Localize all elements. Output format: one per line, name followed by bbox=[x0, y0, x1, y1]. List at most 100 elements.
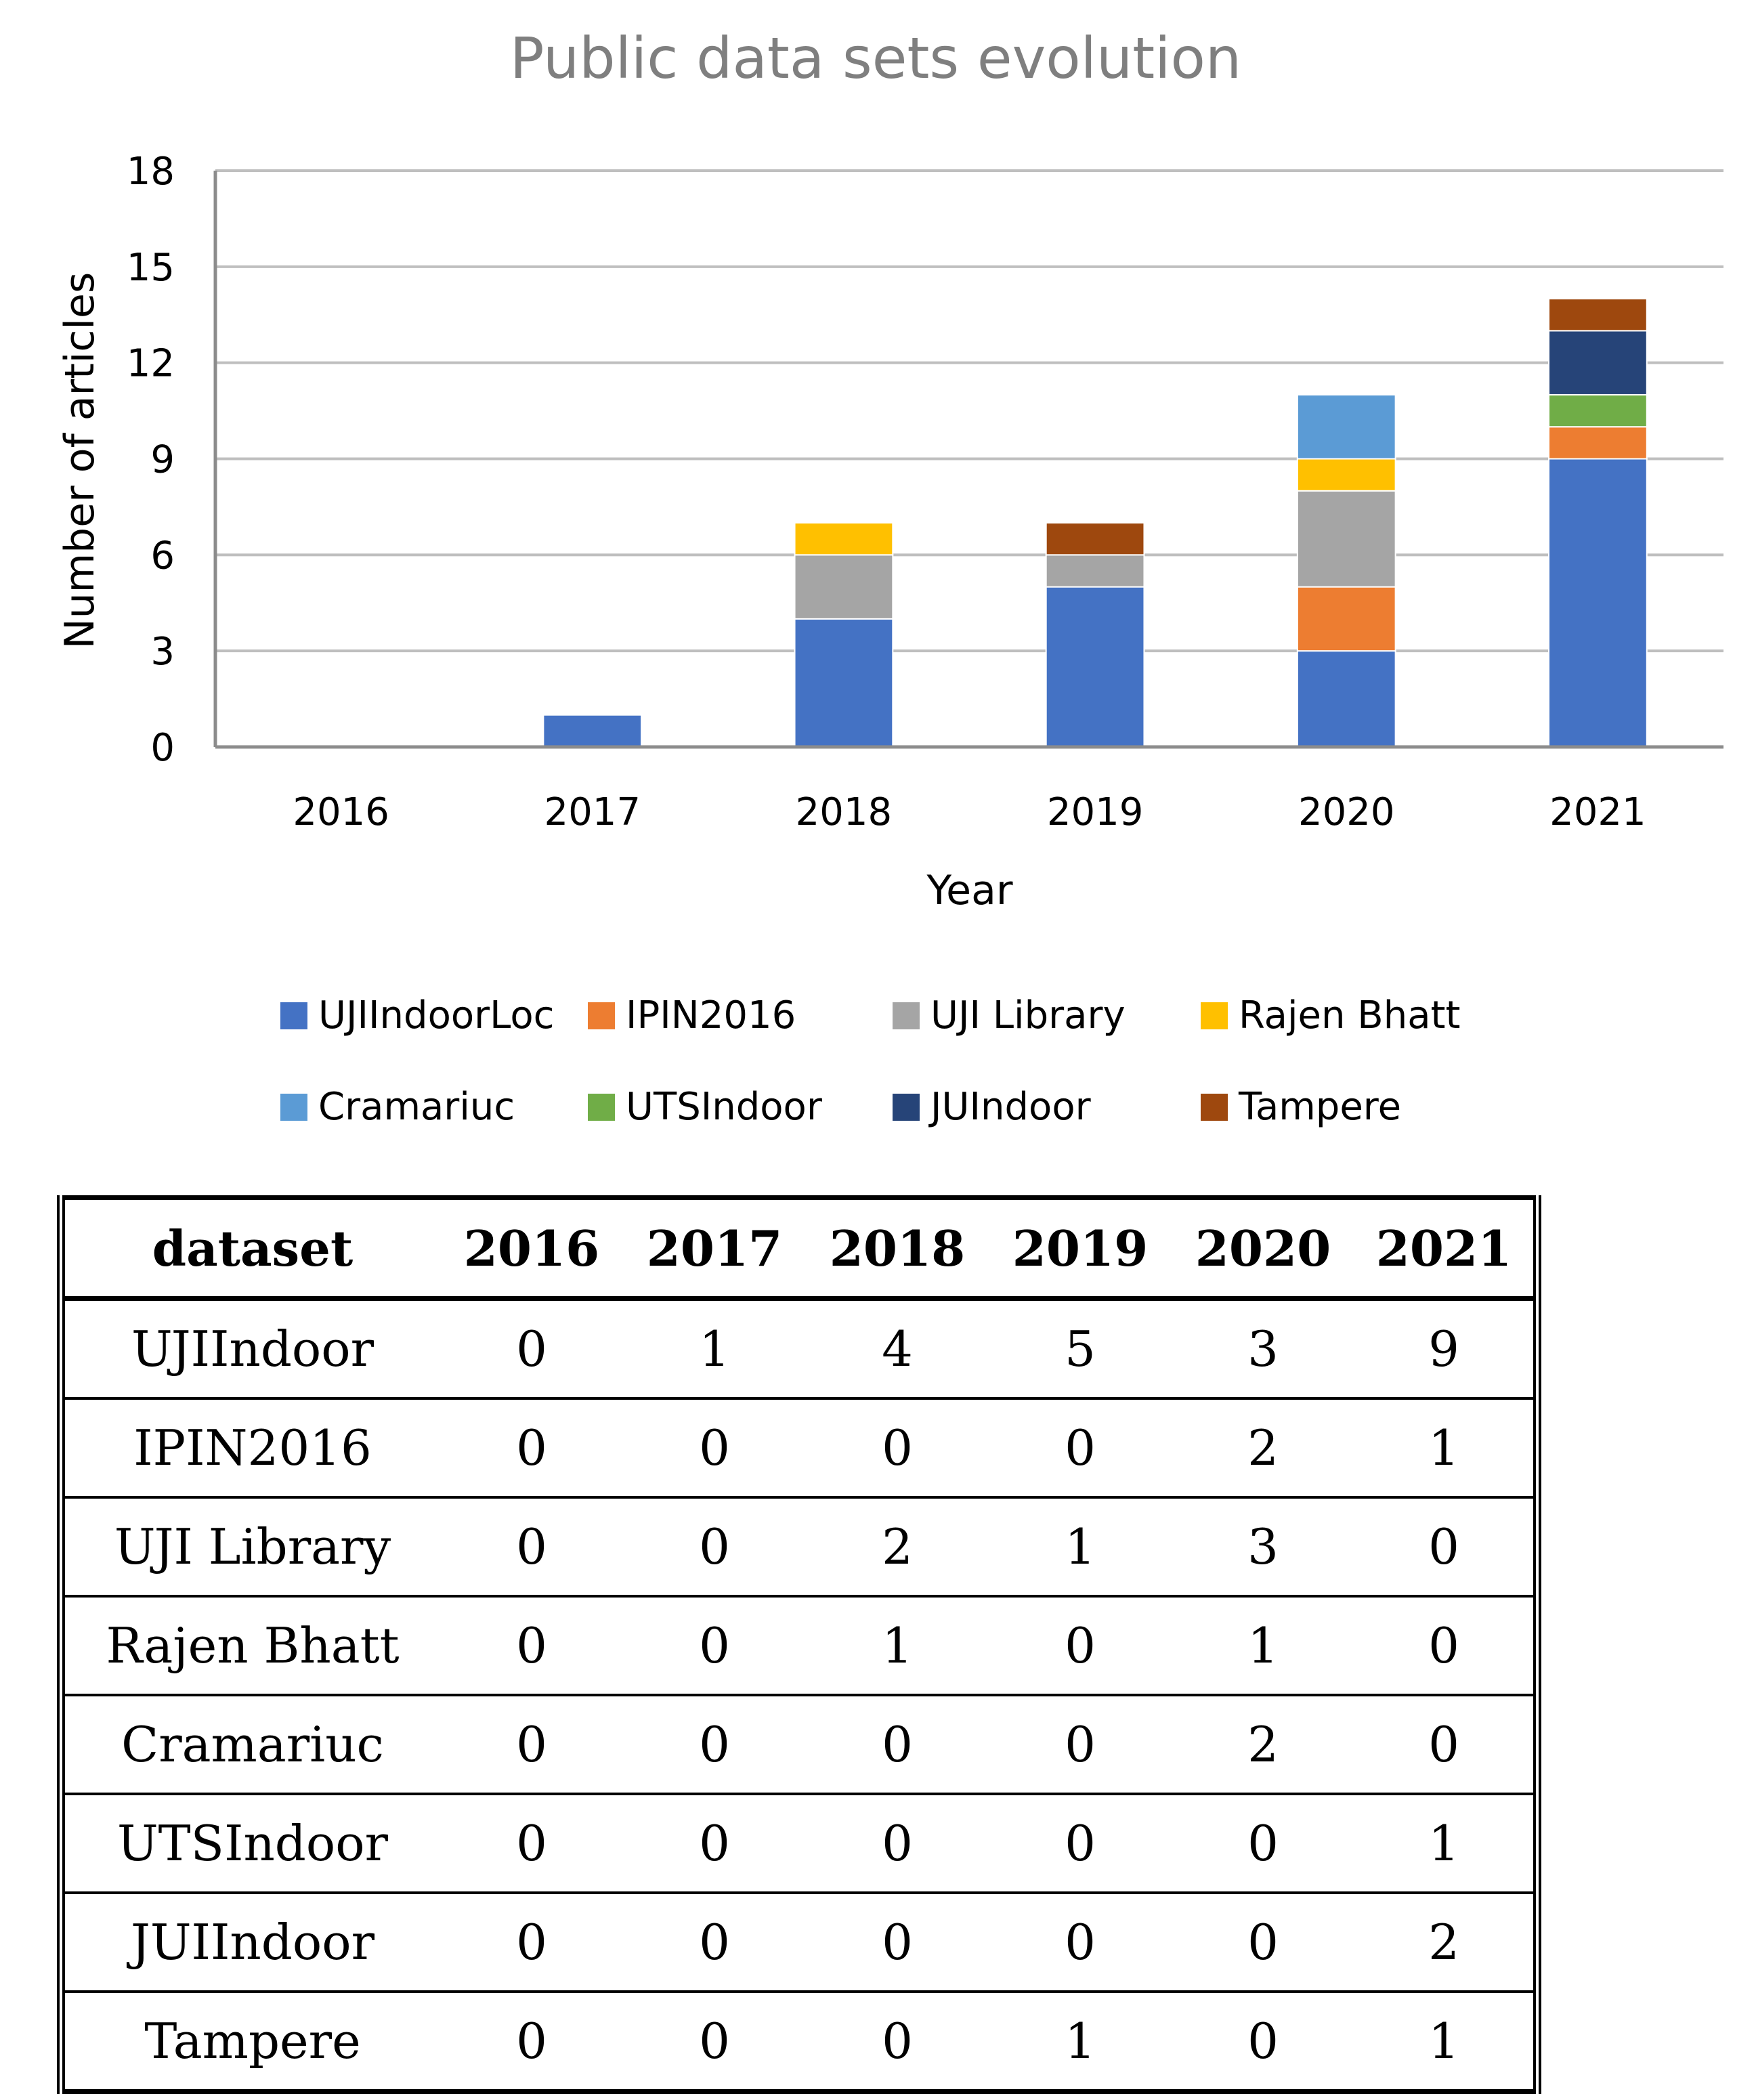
data-table-container: dataset 2016 2017 2018 2019 2020 2021 UJ… bbox=[57, 1195, 1541, 2094]
table-row: Rajen Bhatt 0 0 1 0 1 0 bbox=[57, 1596, 1541, 1695]
chart-title: Public data sets evolution bbox=[510, 25, 1241, 91]
count-cell: 3 bbox=[1247, 1518, 1279, 1575]
count-cell: 0 bbox=[699, 2013, 730, 2070]
data-table: dataset 2016 2017 2018 2019 2020 2021 UJ… bbox=[57, 1195, 1541, 2094]
legend-swatch bbox=[588, 1002, 615, 1029]
bar-segment bbox=[1548, 393, 1648, 428]
count-cell: 1 bbox=[1065, 1518, 1096, 1575]
stacked-bar-chart: Public data sets evolution 0 3 6 9 12 15 18 201… bbox=[56, 25, 1723, 1129]
x-axis-title: Year bbox=[926, 867, 1012, 914]
count-cell: 0 bbox=[516, 1518, 547, 1575]
bar-segment bbox=[794, 522, 894, 556]
y-tick-label: 3 bbox=[150, 630, 175, 674]
count-cell: 0 bbox=[516, 1617, 547, 1674]
header-2021: 2021 bbox=[1354, 1197, 1541, 1299]
y-tick-label: 18 bbox=[127, 150, 175, 194]
count-cell: 0 bbox=[1065, 1617, 1096, 1674]
table-row: JUIIndoor 0 0 0 0 0 2 bbox=[57, 1893, 1541, 1992]
table-row: UTSIndoor 0 0 0 0 0 1 bbox=[57, 1794, 1541, 1893]
bar-segment bbox=[1548, 330, 1648, 395]
header-dataset: dataset bbox=[57, 1197, 440, 1299]
count-cell: 0 bbox=[882, 1419, 913, 1476]
count-cell: 0 bbox=[1247, 1815, 1279, 1872]
x-tick-label: 2017 bbox=[544, 790, 641, 834]
count-cell: 0 bbox=[1065, 1716, 1096, 1773]
count-cell: 0 bbox=[882, 1914, 913, 1971]
count-cell: 2 bbox=[1247, 1419, 1279, 1476]
legend-label: Cramariuc bbox=[318, 1085, 515, 1129]
legend-label: Rajen Bhatt bbox=[1239, 993, 1460, 1037]
count-cell: 0 bbox=[1354, 1695, 1541, 1794]
bar-segment bbox=[1548, 298, 1648, 332]
legend-swatch bbox=[588, 1094, 615, 1121]
legend-swatch bbox=[893, 1002, 920, 1029]
legend: UJIIndoorLoc IPIN2016 UJI Library Rajen Bha… bbox=[280, 993, 1460, 1129]
count-cell: 3 bbox=[1247, 1321, 1279, 1377]
bar-segment bbox=[1296, 458, 1396, 492]
count-cell: 9 bbox=[1354, 1298, 1541, 1398]
count-cell: 0 bbox=[1065, 1914, 1096, 1971]
count-cell: 2 bbox=[1247, 1716, 1279, 1773]
count-cell: 1 bbox=[1354, 1794, 1541, 1893]
count-cell: 0 bbox=[516, 1716, 547, 1773]
table-row: UJIIndoor 0 1 4 5 3 9 bbox=[57, 1298, 1541, 1398]
x-tick-label: 2019 bbox=[1047, 790, 1144, 834]
header-2016: 2016 bbox=[463, 1219, 600, 1277]
bar-segment bbox=[1296, 490, 1396, 588]
count-cell: 0 bbox=[699, 1419, 730, 1476]
table-header-row: dataset 2016 2017 2018 2019 2020 2021 bbox=[57, 1197, 1541, 1299]
bar-segment bbox=[1548, 426, 1648, 460]
dataset-name-cell: JUIIndoor bbox=[57, 1893, 440, 1992]
count-cell: 0 bbox=[699, 1716, 730, 1773]
count-cell: 1 bbox=[699, 1321, 730, 1377]
bar-segment bbox=[794, 554, 894, 620]
count-cell: 0 bbox=[1065, 1815, 1096, 1872]
y-tick-label: 0 bbox=[150, 726, 175, 770]
bar-segment bbox=[1548, 458, 1648, 748]
count-cell: 5 bbox=[1065, 1321, 1096, 1377]
count-cell: 1 bbox=[1354, 1398, 1541, 1497]
header-2020: 2020 bbox=[1195, 1219, 1331, 1277]
count-cell: 0 bbox=[516, 1914, 547, 1971]
bar-segment bbox=[1045, 586, 1145, 748]
legend-swatch bbox=[280, 1002, 307, 1029]
dataset-name-cell: Tampere bbox=[57, 1992, 440, 2092]
dataset-name-cell: Rajen Bhatt bbox=[57, 1596, 440, 1695]
table-row: Tampere 0 0 0 1 0 1 bbox=[57, 1992, 1541, 2092]
y-tick-label: 6 bbox=[150, 534, 175, 578]
count-cell: 0 bbox=[1354, 1596, 1541, 1695]
y-tick-label: 9 bbox=[150, 438, 175, 482]
count-cell: 0 bbox=[882, 2013, 913, 2070]
count-cell: 0 bbox=[1247, 2013, 1279, 2070]
bar-segment bbox=[794, 618, 894, 748]
count-cell: 2 bbox=[882, 1518, 913, 1575]
legend-swatch bbox=[1201, 1094, 1228, 1121]
count-cell: 0 bbox=[516, 2013, 547, 2070]
count-cell: 2 bbox=[1354, 1893, 1541, 1992]
count-cell: 0 bbox=[699, 1617, 730, 1674]
legend-label: UTSIndoor bbox=[626, 1085, 823, 1129]
x-tick-label: 2021 bbox=[1549, 790, 1646, 834]
bar-segment bbox=[1296, 586, 1396, 652]
legend-label: JUIndoor bbox=[928, 1085, 1092, 1129]
count-cell: 1 bbox=[1065, 2013, 1096, 2070]
x-tick-label: 2020 bbox=[1298, 790, 1395, 834]
count-cell: 1 bbox=[882, 1617, 913, 1674]
header-2017: 2017 bbox=[646, 1219, 783, 1277]
legend-label: IPIN2016 bbox=[626, 993, 796, 1037]
x-tick-label: 2018 bbox=[796, 790, 893, 834]
count-cell: 0 bbox=[516, 1419, 547, 1476]
bar-segment bbox=[1296, 393, 1396, 460]
y-tick-label: 12 bbox=[127, 342, 175, 386]
legend-swatch bbox=[893, 1094, 920, 1121]
count-cell: 4 bbox=[882, 1321, 913, 1377]
count-cell: 0 bbox=[516, 1321, 547, 1377]
dataset-name-cell: Cramariuc bbox=[57, 1695, 440, 1794]
bar-segment bbox=[1045, 554, 1145, 588]
x-tick-label: 2016 bbox=[293, 790, 389, 834]
dataset-name-cell: IPIN2016 bbox=[57, 1398, 440, 1497]
header-2019: 2019 bbox=[1012, 1219, 1149, 1277]
legend-label: Tampere bbox=[1238, 1085, 1401, 1129]
bar-segment bbox=[1045, 522, 1145, 556]
count-cell: 0 bbox=[1247, 1914, 1279, 1971]
